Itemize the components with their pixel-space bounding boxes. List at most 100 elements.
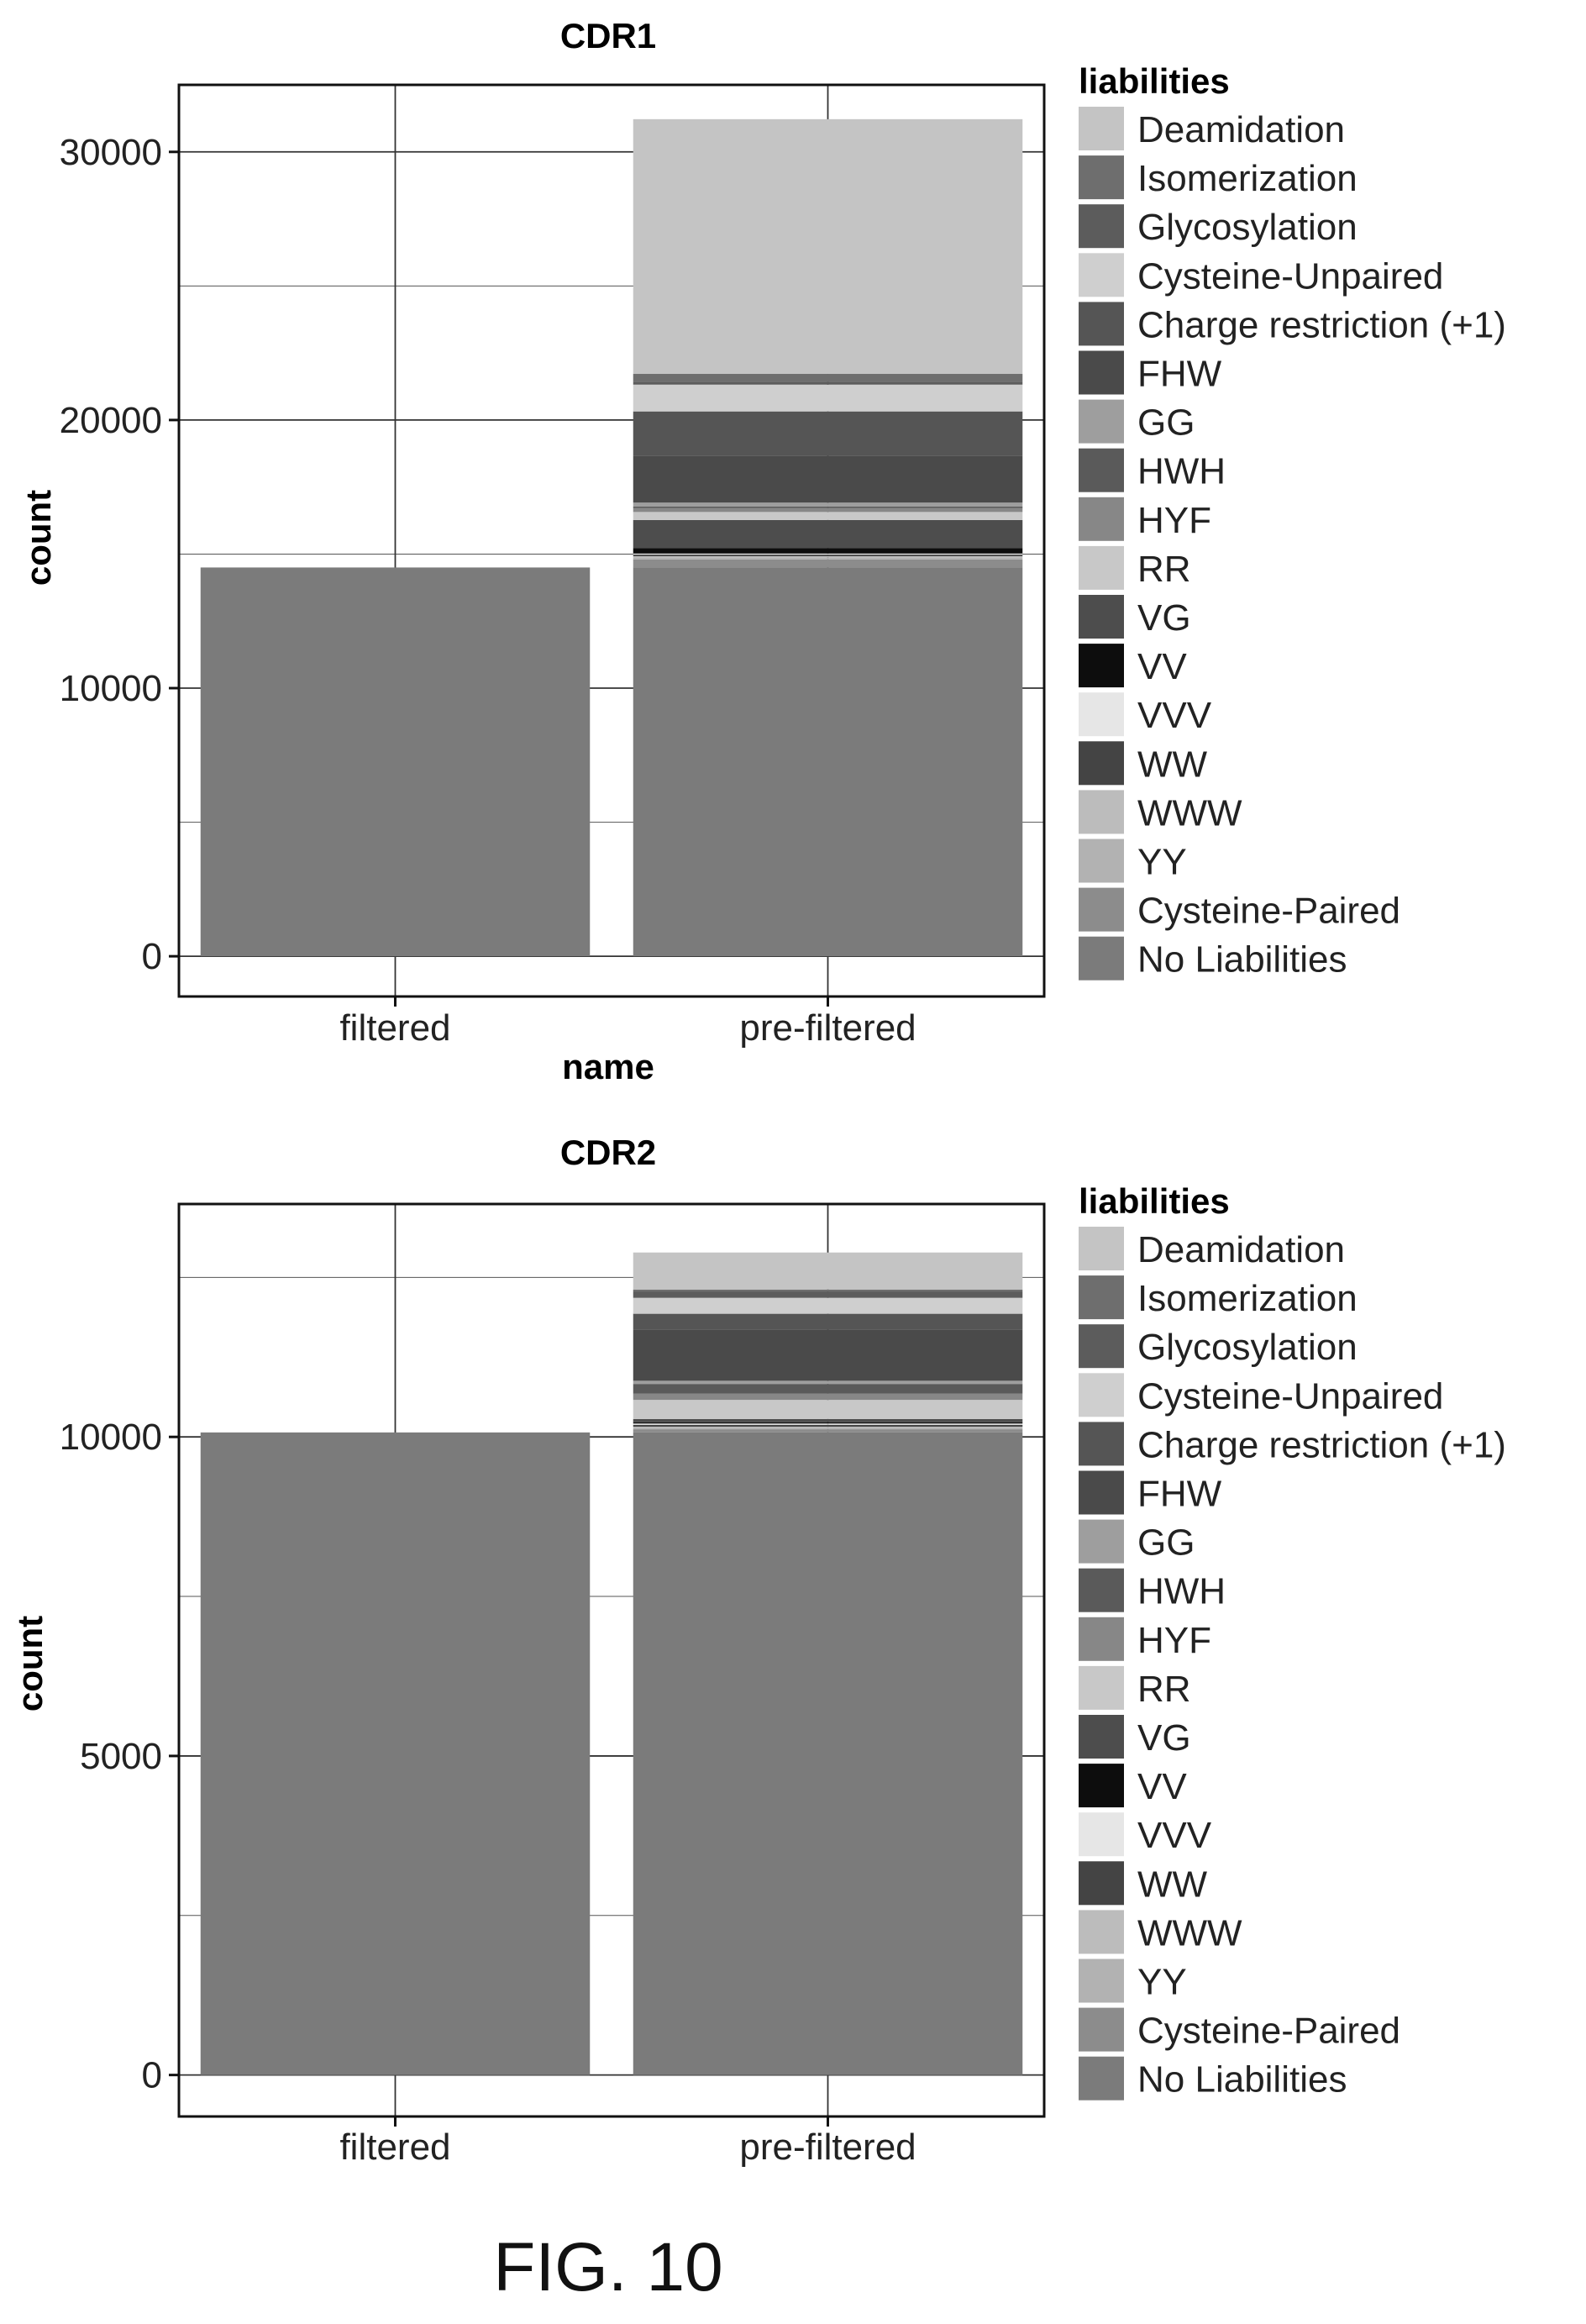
legend-swatch-www bbox=[1079, 790, 1124, 834]
bar-segment-no-liabilities-filtered bbox=[200, 1432, 591, 2075]
legend-label-yy: YY bbox=[1137, 1962, 1187, 2003]
legend-swatch-gg bbox=[1079, 1519, 1124, 1564]
legend-label-no-liabilities: No Liabilities bbox=[1137, 939, 1347, 981]
bar-segment-hwh-pre-filtered bbox=[633, 506, 1023, 508]
legend-swatch-charge-restriction-1 bbox=[1079, 302, 1124, 346]
legend-label-deamidation: Deamidation bbox=[1137, 1229, 1345, 1270]
legend-label-vvv: VVV bbox=[1137, 1815, 1212, 1856]
legend-label-charge-restriction-1: Charge restriction (+1) bbox=[1137, 304, 1506, 345]
legend-label-fhw: FHW bbox=[1137, 1474, 1222, 1515]
legend-swatch-fhw bbox=[1079, 350, 1124, 395]
y-axis-title: count bbox=[18, 490, 58, 586]
bar-segment-yy-pre-filtered bbox=[633, 1428, 1023, 1430]
legend-label-www: WWW bbox=[1137, 1912, 1242, 1953]
legend-label-cysteine-unpaired: Cysteine-Unpaired bbox=[1137, 1375, 1443, 1417]
legend-swatch-rr bbox=[1079, 1665, 1124, 1710]
bar-segment-no-liabilities-pre-filtered bbox=[633, 1432, 1023, 2075]
legend-swatch-charge-restriction-1 bbox=[1079, 1422, 1124, 1466]
legend-label-isomerization: Isomerization bbox=[1137, 1278, 1358, 1319]
legend-label-ww: WW bbox=[1137, 744, 1208, 785]
legend-swatch-yy bbox=[1079, 839, 1124, 883]
plot-frame bbox=[177, 83, 1046, 998]
legend-swatch-yy bbox=[1079, 1959, 1124, 2003]
legend-swatch-vvv bbox=[1079, 692, 1124, 737]
bar-segment-gg-pre-filtered bbox=[633, 1380, 1023, 1385]
legend-label-vvv: VVV bbox=[1137, 695, 1212, 736]
y-tick-label: 10000 bbox=[60, 668, 162, 709]
bar-segment-deamidation-pre-filtered bbox=[633, 118, 1023, 375]
bar-segment-cysteine-unpaired-pre-filtered bbox=[633, 384, 1023, 412]
legend-label-fhw: FHW bbox=[1137, 354, 1222, 395]
bar-segment-glycosylation-pre-filtered bbox=[633, 381, 1023, 385]
legend-swatch-deamidation bbox=[1079, 1227, 1124, 1270]
legend-swatch-vg bbox=[1079, 595, 1124, 639]
legend-swatch-ww bbox=[1079, 1861, 1124, 1906]
legend-label-charge-restriction-1: Charge restriction (+1) bbox=[1137, 1424, 1506, 1465]
legend-swatch-vv bbox=[1079, 644, 1124, 688]
legend-label-rr: RR bbox=[1137, 549, 1191, 590]
x-tick-label: filtered bbox=[339, 2127, 450, 2168]
bar-segment-vvv-pre-filtered bbox=[633, 553, 1023, 555]
legend-label-vv: VV bbox=[1137, 1766, 1187, 1807]
bar-segment-vg-pre-filtered bbox=[633, 1418, 1023, 1422]
bar-segment-ww-pre-filtered bbox=[633, 555, 1023, 557]
bar-segment-gg-pre-filtered bbox=[633, 502, 1023, 507]
x-tick-label: filtered bbox=[339, 1007, 450, 1049]
legend-swatch-ww bbox=[1079, 741, 1124, 786]
bar-segment-isomerization-pre-filtered bbox=[633, 1289, 1023, 1292]
legend-swatch-hwh bbox=[1079, 448, 1124, 492]
legend-label-hyf: HYF bbox=[1137, 1620, 1211, 1661]
y-tick-label: 30000 bbox=[60, 132, 162, 173]
legend-swatch-vv bbox=[1079, 1764, 1124, 1808]
x-tick-label: pre-filtered bbox=[739, 1007, 916, 1049]
legend-label-cysteine-paired: Cysteine-Paired bbox=[1137, 891, 1400, 932]
legend-label-yy: YY bbox=[1137, 842, 1187, 883]
y-tick-label: 10000 bbox=[60, 1417, 162, 1458]
legend-swatch-hyf bbox=[1079, 1617, 1124, 1661]
bar-segment-hyf-pre-filtered bbox=[633, 507, 1023, 513]
legend-label-vg: VG bbox=[1137, 597, 1191, 639]
bar-segment-deamidation-pre-filtered bbox=[633, 1252, 1023, 1290]
chart-panel-cdr2: CDR2 count 0 5000 10000 filtered pre-filtere… bbox=[10, 1133, 1506, 2168]
y-tick-label: 0 bbox=[142, 2055, 162, 2096]
legend-label-www: WWW bbox=[1137, 792, 1242, 833]
y-axis-title: count bbox=[10, 1616, 50, 1711]
legend-title: liabilities bbox=[1079, 1181, 1230, 1221]
legend-label-hyf: HYF bbox=[1137, 500, 1211, 541]
y-tick-label: 0 bbox=[142, 936, 162, 977]
legend-label-isomerization: Isomerization bbox=[1137, 158, 1358, 199]
x-axis-title: name bbox=[562, 1047, 654, 1086]
legend-label-ww: WW bbox=[1137, 1864, 1208, 1905]
bar-segment-cysteine-paired-pre-filtered bbox=[633, 1429, 1023, 1433]
legend-swatch-gg bbox=[1079, 399, 1124, 444]
legend-swatch-glycosylation bbox=[1079, 204, 1124, 249]
legend-swatch-hwh bbox=[1079, 1568, 1124, 1612]
y-tick-label: 20000 bbox=[60, 400, 162, 441]
bar-segment-hwh-pre-filtered bbox=[633, 1384, 1023, 1394]
legend-label-deamidation: Deamidation bbox=[1137, 109, 1345, 150]
bar-segment-cysteine-unpaired-pre-filtered bbox=[633, 1297, 1023, 1314]
bar-segment-www-pre-filtered bbox=[633, 556, 1023, 558]
bar-segment-vg-pre-filtered bbox=[633, 519, 1023, 549]
chart-title: CDR2 bbox=[560, 1133, 656, 1172]
legend-swatch-www bbox=[1079, 1910, 1124, 1954]
bar-segment-charge-restriction-1-pre-filtered bbox=[633, 411, 1023, 456]
legend-swatch-isomerization bbox=[1079, 155, 1124, 200]
legend-swatch-cysteine-unpaired bbox=[1079, 1373, 1124, 1417]
bar-segment-rr-pre-filtered bbox=[633, 1400, 1023, 1419]
bar-segment-fhw-pre-filtered bbox=[633, 1329, 1023, 1381]
bar-segment-vv-pre-filtered bbox=[633, 548, 1023, 554]
legend-swatch-cysteine-paired bbox=[1079, 887, 1124, 932]
legend-swatch-hyf bbox=[1079, 497, 1124, 541]
legend-label-vv: VV bbox=[1137, 646, 1187, 687]
bar-segment-no-liabilities-pre-filtered bbox=[633, 567, 1023, 957]
legend-label-gg: GG bbox=[1137, 1522, 1195, 1564]
legend-swatch-no-liabilities bbox=[1079, 936, 1124, 981]
legend-swatch-glycosylation bbox=[1079, 1324, 1124, 1369]
x-tick-label: pre-filtered bbox=[739, 2127, 916, 2168]
bar-segment-glycosylation-pre-filtered bbox=[633, 1291, 1023, 1298]
legend-swatch-deamidation bbox=[1079, 107, 1124, 150]
bar-segment-vv-pre-filtered bbox=[633, 1422, 1023, 1424]
chart-title: CDR1 bbox=[560, 16, 656, 55]
legend-title: liabilities bbox=[1079, 61, 1230, 101]
